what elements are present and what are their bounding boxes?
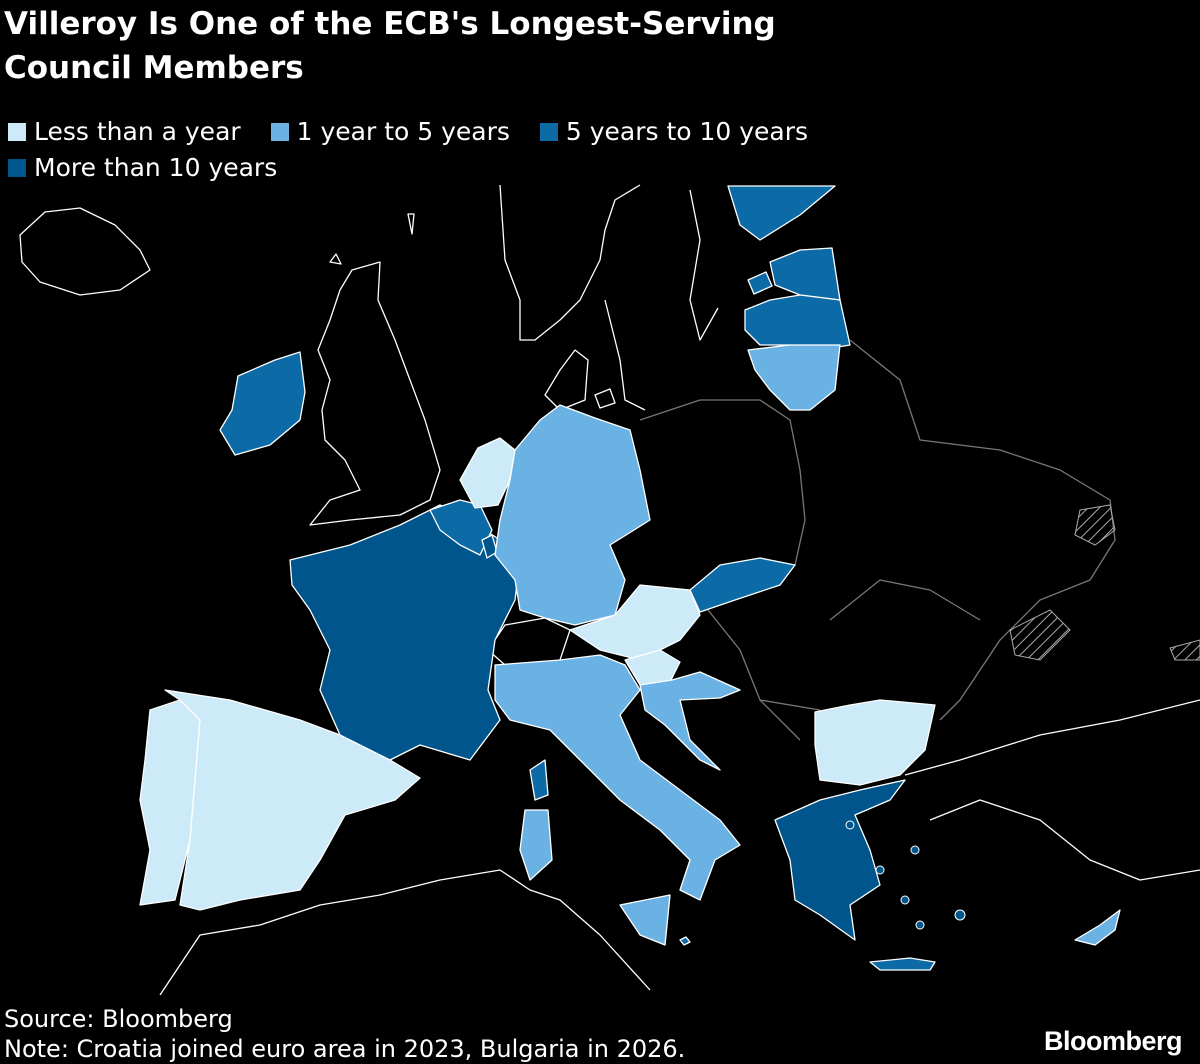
legend-item-more-than-ten: More than 10 years: [8, 150, 277, 186]
country-spain: [164, 689, 421, 911]
country-crete: [869, 957, 936, 971]
country-lithuania: [747, 344, 841, 411]
country-bulgaria: [814, 699, 936, 786]
title-line-1: Villeroy Is One of the ECB's Longest-Ser…: [4, 6, 776, 42]
turkey-coast: [904, 699, 1200, 881]
note-text: Note: Croatia joined euro area in 2023, …: [4, 1035, 686, 1063]
country-sardinia: [519, 809, 553, 881]
bloomberg-logo: Bloomberg: [1043, 1026, 1183, 1056]
country-cyprus: [1074, 909, 1121, 946]
greek-island: [915, 920, 925, 930]
legend-label: Less than a year: [34, 117, 241, 146]
legend: Less than a year 1 year to 5 years 5 yea…: [8, 114, 1008, 186]
country-sicily: [619, 894, 671, 946]
scandinavia: [499, 184, 719, 411]
hatched-region-2: [1009, 609, 1071, 661]
country-estonia: [769, 247, 841, 301]
iceland: [19, 207, 151, 296]
country-malta: [679, 936, 691, 946]
legend-swatch: [8, 123, 26, 141]
country-germany: [494, 404, 651, 626]
greek-island: [954, 909, 966, 921]
greek-island: [875, 865, 885, 875]
legend-item-one-to-five: 1 year to 5 years: [270, 114, 510, 150]
country-slovenia: [624, 649, 681, 686]
title-line-2: Council Members: [4, 50, 304, 86]
legend-item-less-than-year: Less than a year: [8, 114, 241, 150]
legend-swatch: [539, 123, 558, 141]
islands-north: [329, 213, 415, 265]
chart-title: Villeroy Is One of the ECB's Longest-Ser…: [4, 2, 1184, 90]
great-britain: [309, 261, 441, 526]
legend-label: More than 10 years: [34, 153, 278, 182]
country-corsica: [529, 759, 549, 801]
hatched-region-3: [1169, 639, 1200, 661]
legend-label: 1 year to 5 years: [296, 117, 510, 146]
denmark: [544, 349, 616, 411]
legend-swatch: [8, 159, 26, 177]
greek-island: [845, 820, 855, 830]
country-slovakia: [689, 557, 796, 613]
legend-swatch: [270, 123, 289, 141]
country-greece: [774, 779, 906, 941]
country-croatia: [639, 671, 741, 771]
hatched-region-1: [1074, 504, 1116, 546]
source-text: Source: Bloomberg: [4, 1005, 233, 1033]
legend-item-five-to-ten: 5 years to 10 years: [539, 114, 809, 150]
europe-map: [19, 184, 1200, 996]
north-africa-coast: [159, 869, 651, 996]
country-austria: [569, 584, 701, 661]
country-ireland: [219, 351, 306, 456]
greek-island: [900, 895, 910, 905]
legend-label: 5 years to 10 years: [565, 117, 809, 146]
country-italy: [494, 654, 741, 901]
country-estonia-island: [747, 271, 773, 295]
country-latvia: [744, 294, 851, 351]
footer: Source: Bloomberg Note: Croatia joined e…: [4, 1004, 685, 1064]
greek-island: [910, 845, 920, 855]
country-finland: [727, 185, 836, 241]
